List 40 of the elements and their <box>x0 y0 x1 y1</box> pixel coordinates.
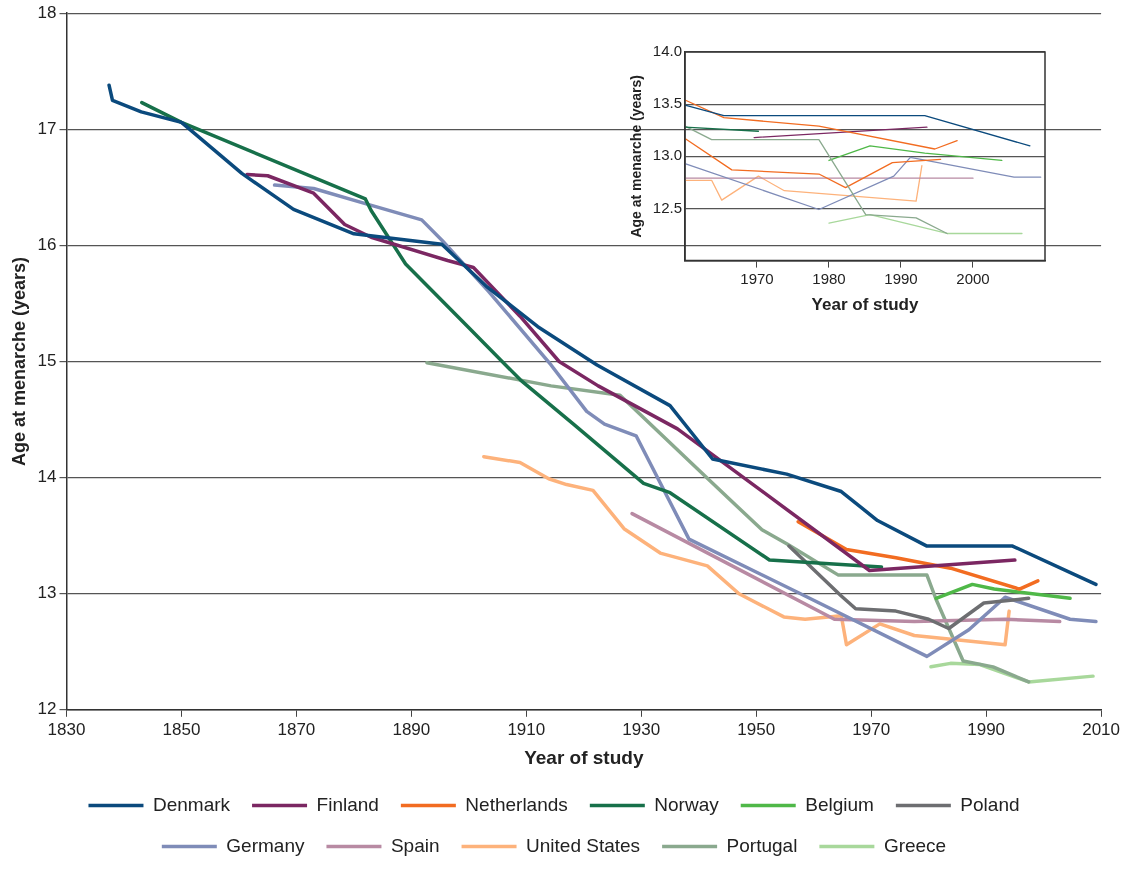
legend-label: Greece <box>883 834 947 856</box>
y-tick-label: 13 <box>37 583 57 603</box>
y-axis-title: Age at menarche (years) <box>628 74 645 238</box>
x-axis-title: Year of study <box>524 746 644 768</box>
legend-label: Denmark <box>152 793 231 815</box>
legend-label: Portugal <box>726 834 798 856</box>
legend-label: Netherlands <box>465 793 568 815</box>
y-tick-label: 15 <box>37 351 57 371</box>
legend-label: Norway <box>654 793 720 815</box>
x-tick-label: 1830 <box>47 719 86 739</box>
y-tick-label: 13.5 <box>652 94 682 112</box>
x-tick-label: 1890 <box>392 719 431 739</box>
legend-label: Poland <box>960 793 1020 815</box>
y-tick-label: 12.5 <box>652 198 682 216</box>
x-tick-label: 1910 <box>507 719 546 739</box>
x-tick-label: 1870 <box>277 719 316 739</box>
legend-label: Spain <box>390 834 440 856</box>
legend-label: United States <box>526 834 641 856</box>
x-axis-title: Year of study <box>811 295 919 315</box>
x-tick-label: 1950 <box>737 719 776 739</box>
y-tick-label: 14.0 <box>652 42 682 60</box>
x-tick-label: 2000 <box>956 269 990 287</box>
x-tick-label: 1970 <box>852 719 891 739</box>
legend-label: Finland <box>316 793 379 815</box>
x-tick-label: 1990 <box>884 269 918 287</box>
x-tick-label: 1980 <box>812 269 846 287</box>
x-tick-label: 1990 <box>967 719 1006 739</box>
y-tick-label: 16 <box>37 235 57 255</box>
legend-label: Belgium <box>805 793 874 815</box>
y-axis-title: Age at menarche (years) <box>8 256 29 467</box>
y-tick-label: 14 <box>37 467 57 487</box>
y-tick-label: 12 <box>37 699 57 719</box>
x-tick-label: 1970 <box>740 269 774 287</box>
x-tick-label: 1850 <box>162 719 201 739</box>
y-tick-label: 18 <box>37 2 57 22</box>
x-tick-label: 1930 <box>622 719 661 739</box>
y-tick-label: 17 <box>37 118 57 138</box>
x-tick-label: 2010 <box>1082 719 1120 739</box>
legend-label: Germany <box>226 834 305 856</box>
y-tick-label: 13.0 <box>652 146 682 164</box>
